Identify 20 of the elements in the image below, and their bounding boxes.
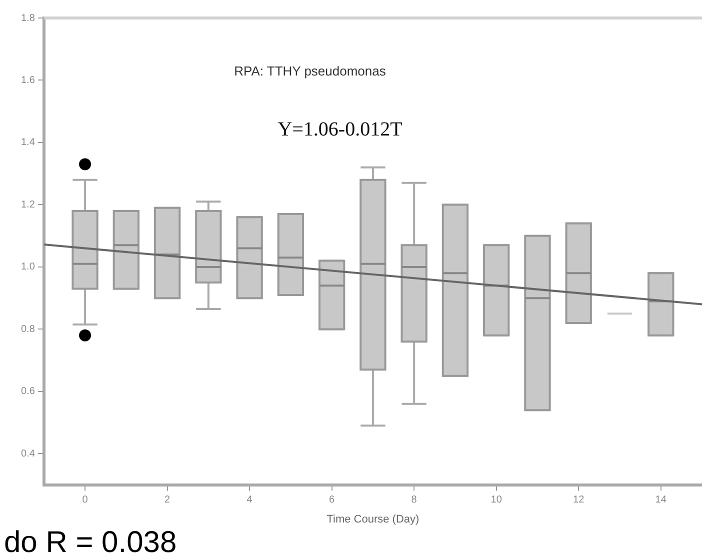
y-tick-label: 0.6 bbox=[20, 386, 36, 398]
x-tick-label: 8 bbox=[411, 494, 418, 506]
x-axis-title: Time Course (Day) bbox=[326, 513, 420, 526]
y-tick-label: 1.8 bbox=[20, 12, 36, 24]
x-tick-label: 10 bbox=[490, 494, 502, 506]
text: do R = 0.038 bbox=[4, 526, 177, 556]
x-tick-label: 0 bbox=[82, 494, 88, 506]
x-tick-label: 4 bbox=[246, 494, 253, 506]
text: RPA: TTHY pseudomonas bbox=[234, 64, 386, 79]
y-tick-label: 1.4 bbox=[20, 137, 36, 148]
y-tick-label: 0.4 bbox=[20, 448, 36, 460]
x-tick-label: 14 bbox=[655, 494, 667, 506]
x-tick-label: 12 bbox=[573, 494, 585, 506]
y-tick-label: 1.6 bbox=[20, 74, 36, 86]
y-tick-label: 1.0 bbox=[20, 262, 36, 273]
y-tick-label: 1.2 bbox=[20, 199, 36, 210]
y-tick-label: 0.8 bbox=[20, 324, 36, 335]
x-tick-label: 6 bbox=[329, 494, 336, 506]
x-tick-label: 2 bbox=[164, 494, 171, 506]
annotation: Y=1.06-0.012T bbox=[278, 118, 402, 140]
